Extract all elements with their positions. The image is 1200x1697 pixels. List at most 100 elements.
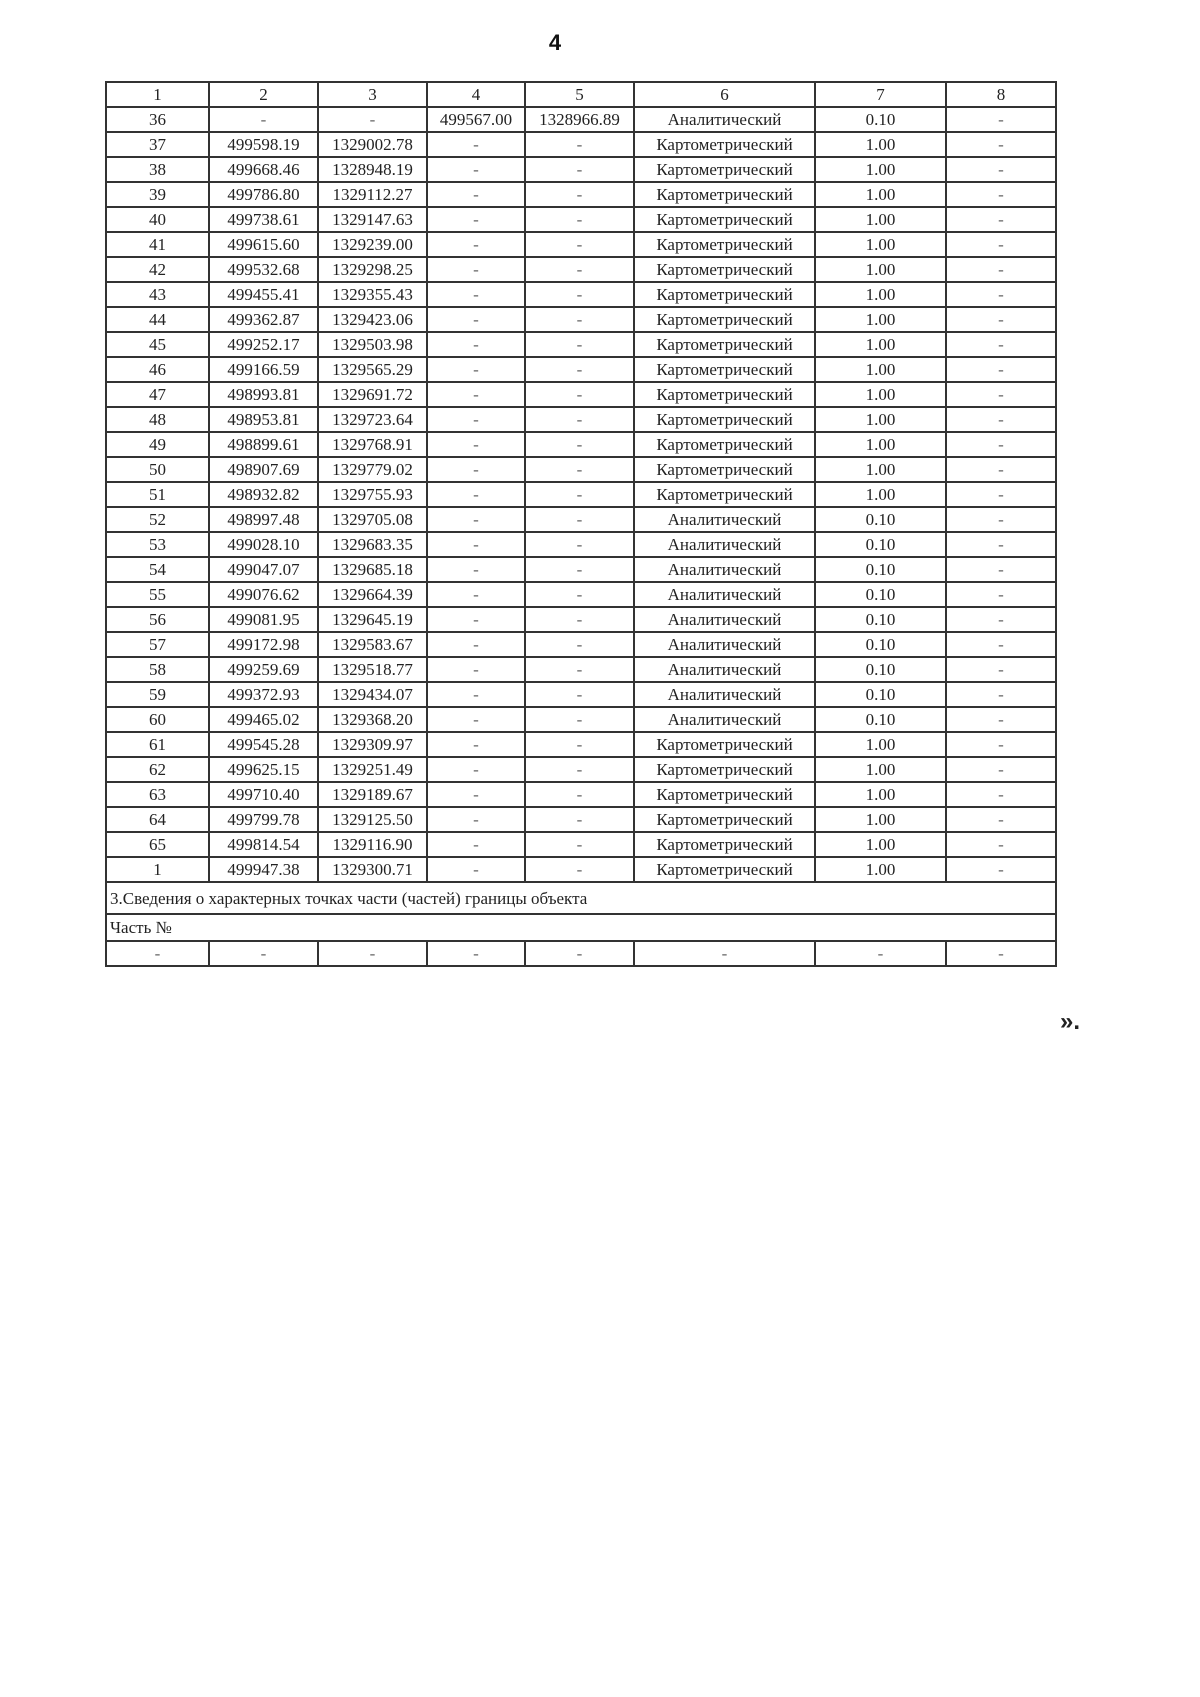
table-cell: 36 xyxy=(105,106,210,133)
table-cell: 499668.46 xyxy=(208,156,319,183)
table-cell: 498953.81 xyxy=(208,406,319,433)
table-cell: 0.10 xyxy=(814,656,947,683)
table-cell: 1329368.20 xyxy=(317,706,428,733)
table-row: 47 498993.81 1329691.72- - Картометрический 1… xyxy=(105,381,1057,408)
table-cell: - xyxy=(317,940,428,967)
table-cell: 1.00 xyxy=(814,306,947,333)
table-cell: - xyxy=(633,940,816,967)
table-cell: 1329565.29 xyxy=(317,356,428,383)
table-cell: - xyxy=(426,306,526,333)
table-cell: - xyxy=(945,381,1057,408)
table-cell: 1329112.27 xyxy=(317,181,428,208)
table-cell: 498899.61 xyxy=(208,431,319,458)
table-cell: - xyxy=(426,756,526,783)
table-row: 64 499799.78 1329125.50- - Картометрический 1… xyxy=(105,806,1057,833)
table-cell: - xyxy=(945,606,1057,633)
table-cell: 1329691.72 xyxy=(317,381,428,408)
table-cell: 4 xyxy=(426,81,526,108)
table-cell: 1329705.08 xyxy=(317,506,428,533)
table-cell: 51 xyxy=(105,481,210,508)
table-row: 58 499259.69 1329518.77- - Аналитический 0.10… xyxy=(105,656,1057,683)
table-cell: - xyxy=(524,456,635,483)
table-cell: 499710.40 xyxy=(208,781,319,808)
table-cell: - xyxy=(945,581,1057,608)
table-row: 46 499166.59 1329565.29- - Картометрический 1… xyxy=(105,356,1057,383)
table-cell: 65 xyxy=(105,831,210,858)
table-cell: 5 xyxy=(524,81,635,108)
table-row: 56 499081.95 1329645.19- - Аналитический 0.10… xyxy=(105,606,1057,633)
table-cell: - xyxy=(524,556,635,583)
table-cell: - xyxy=(524,656,635,683)
table-cell: 1.00 xyxy=(814,281,947,308)
table-cell: - xyxy=(426,256,526,283)
table-cell: 1 xyxy=(105,856,210,883)
table-cell: - xyxy=(426,556,526,583)
table-cell: 499625.15 xyxy=(208,756,319,783)
table-cell: - xyxy=(945,731,1057,758)
table-cell: 53 xyxy=(105,531,210,558)
table-cell: - xyxy=(426,731,526,758)
table-cell: 7 xyxy=(814,81,947,108)
table-cell: 1.00 xyxy=(814,756,947,783)
table-cell: 1.00 xyxy=(814,831,947,858)
table-cell: - xyxy=(945,331,1057,358)
table-cell: 1329583.67 xyxy=(317,631,428,658)
table-cell: - xyxy=(945,156,1057,183)
table-cell: - xyxy=(524,131,635,158)
table-cell: 60 xyxy=(105,706,210,733)
table-cell: - xyxy=(208,940,319,967)
table-cell: - xyxy=(945,206,1057,233)
table-cell: 62 xyxy=(105,756,210,783)
table-cell: 1.00 xyxy=(814,806,947,833)
table-cell: 1 xyxy=(105,81,210,108)
table-cell: - xyxy=(426,381,526,408)
table-cell: 499598.19 xyxy=(208,131,319,158)
table-cell: 1.00 xyxy=(814,231,947,258)
table-cell: - xyxy=(426,606,526,633)
table-cell: 1329645.19 xyxy=(317,606,428,633)
table-cell: - xyxy=(426,181,526,208)
table-cell: - xyxy=(524,681,635,708)
table-cell: 499081.95 xyxy=(208,606,319,633)
table-cell: Картометрический xyxy=(633,156,816,183)
table-cell: - xyxy=(524,831,635,858)
table-cell: 0.10 xyxy=(814,706,947,733)
table-cell: 43 xyxy=(105,281,210,308)
table-cell: 499076.62 xyxy=(208,581,319,608)
table-cell: 1329300.71 xyxy=(317,856,428,883)
table-cell: Картометрический xyxy=(633,456,816,483)
table-cell: 499252.17 xyxy=(208,331,319,358)
table-cell: 0.10 xyxy=(814,606,947,633)
table-cell: - xyxy=(426,156,526,183)
table-cell: 1.00 xyxy=(814,456,947,483)
table-cell: 1328948.19 xyxy=(317,156,428,183)
table-cell: Картометрический xyxy=(633,406,816,433)
table-cell: Аналитический xyxy=(633,606,816,633)
table-row: 40 499738.61 1329147.63- - Картометрический 1… xyxy=(105,206,1057,233)
table-cell: 6 xyxy=(633,81,816,108)
table-cell: - xyxy=(208,106,319,133)
table-cell: 44 xyxy=(105,306,210,333)
table-cell: 61 xyxy=(105,731,210,758)
part-data-row: -------- xyxy=(105,940,1057,967)
table-cell: 499532.68 xyxy=(208,256,319,283)
table-cell: 47 xyxy=(105,381,210,408)
table-cell: - xyxy=(945,781,1057,808)
table-cell: 499372.93 xyxy=(208,681,319,708)
table-cell: - xyxy=(524,206,635,233)
section-title-row: 3.Сведения о характерных точках части (ч… xyxy=(105,881,1057,915)
table-cell: 1329755.93 xyxy=(317,481,428,508)
table-row: 41 499615.60 1329239.00- - Картометрический 1… xyxy=(105,231,1057,258)
table-cell: 48 xyxy=(105,406,210,433)
table-cell: 499814.54 xyxy=(208,831,319,858)
table-cell: Картометрический xyxy=(633,356,816,383)
table-cell: Картометрический xyxy=(633,831,816,858)
table-cell: - xyxy=(426,281,526,308)
table-cell: 499545.28 xyxy=(208,731,319,758)
table-cell: - xyxy=(426,856,526,883)
table-cell: - xyxy=(814,940,947,967)
section-title-row-text: 3.Сведения о характерных точках части (ч… xyxy=(105,881,1057,915)
table-cell: 499455.41 xyxy=(208,281,319,308)
table-cell: 1.00 xyxy=(814,206,947,233)
table-cell: - xyxy=(524,481,635,508)
